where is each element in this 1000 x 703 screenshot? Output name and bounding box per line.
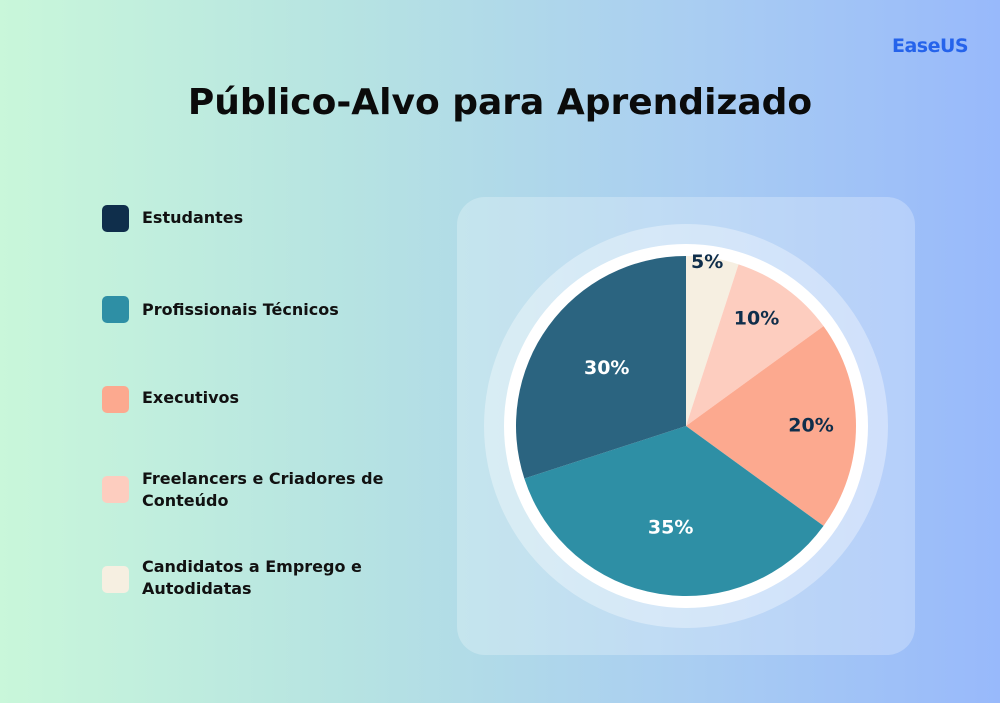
legend-label: Candidatos a Emprego e Autodidatas: [142, 557, 362, 598]
pie-slice: [686, 326, 857, 526]
pie-slice-label: 10%: [734, 307, 779, 329]
pie-slice: [686, 256, 739, 426]
legend-swatch: [102, 205, 129, 232]
pie-chart: 5% 10% 20% 35% 30%: [484, 224, 888, 628]
pie-slice: [516, 256, 686, 479]
easeus-logo: EaseUS: [892, 35, 969, 57]
chart-legend: Estudantes Profissionais Técnicos Execut…: [102, 0, 442, 703]
legend-swatch: [102, 386, 129, 413]
chart-panel: 5% 10% 20% 35% 30%: [457, 197, 915, 655]
legend-label: Profissionais Técnicos: [142, 300, 339, 319]
legend-swatch: [102, 296, 129, 323]
pie-slice: [686, 264, 824, 426]
pie-slice-label: 5%: [691, 251, 723, 273]
legend-swatch: [102, 476, 129, 503]
legend-label: Freelancers e Criadores de Conteúdo: [142, 469, 384, 510]
pie-slice: [524, 426, 824, 596]
legend-swatch: [102, 566, 129, 593]
chart-title: Público-Alvo para Aprendizado: [187, 82, 813, 123]
pie-slice-label: 20%: [788, 415, 833, 437]
pie-slice-label: 35%: [648, 516, 693, 538]
legend-label: Estudantes: [142, 208, 244, 227]
pie-slice-label: 30%: [584, 357, 629, 379]
legend-label: Executivos: [142, 388, 240, 407]
